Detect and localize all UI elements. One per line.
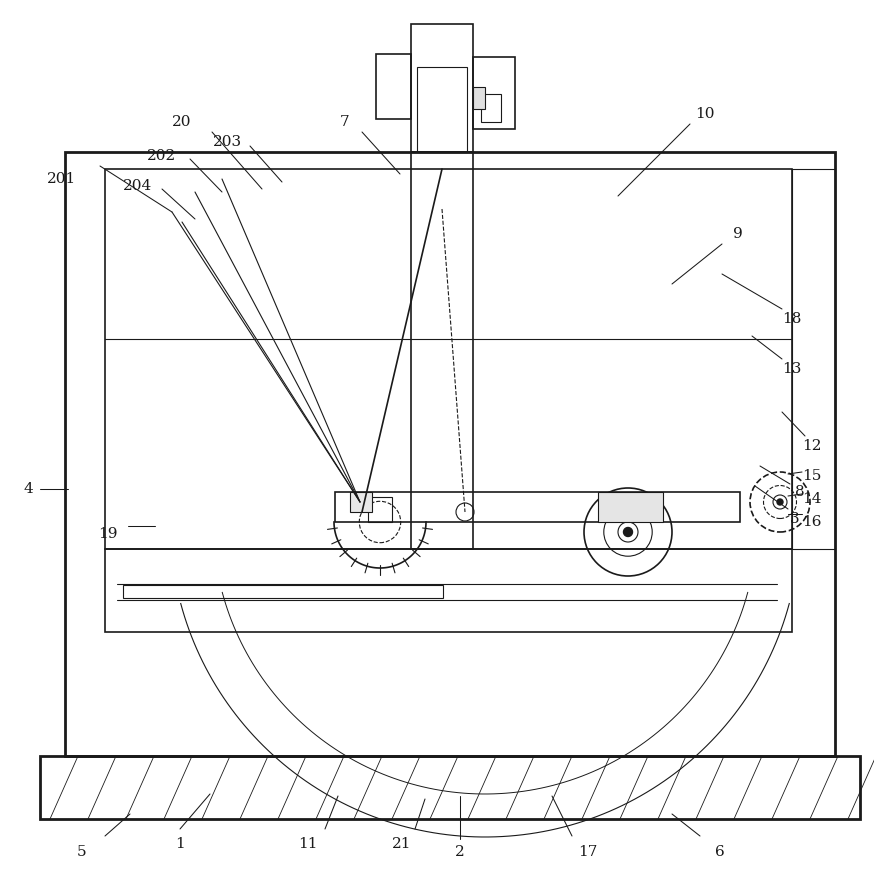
Text: 203: 203 (213, 135, 243, 149)
Text: 12: 12 (802, 439, 822, 453)
Bar (473, 87, 485, 109)
Text: 7: 7 (340, 115, 350, 129)
Bar (40, 756, 860, 819)
Text: 204: 204 (123, 179, 153, 193)
Bar (65, 152, 835, 756)
Bar (335, 492, 740, 522)
Text: 8: 8 (795, 485, 805, 499)
Text: 21: 21 (392, 837, 412, 851)
Bar (105, 169, 792, 549)
Bar (123, 585, 443, 598)
Text: 10: 10 (695, 107, 715, 121)
Text: 201: 201 (47, 172, 77, 186)
Text: 202: 202 (148, 149, 177, 163)
Bar (376, 54, 411, 119)
Text: 2: 2 (455, 845, 465, 859)
Text: 5: 5 (77, 845, 87, 859)
Bar (481, 94, 501, 122)
Bar (411, 152, 473, 549)
Text: 6: 6 (715, 845, 725, 859)
Text: 16: 16 (802, 515, 822, 529)
Bar (417, 67, 467, 152)
Circle shape (623, 528, 633, 537)
Text: 14: 14 (802, 492, 822, 506)
Bar (598, 492, 663, 522)
Text: 18: 18 (782, 312, 801, 326)
Text: 11: 11 (298, 837, 318, 851)
Text: 17: 17 (579, 845, 598, 859)
Circle shape (777, 499, 783, 505)
Text: 13: 13 (782, 362, 801, 376)
Text: 9: 9 (733, 227, 743, 241)
Bar (411, 24, 473, 152)
Text: 15: 15 (802, 469, 822, 483)
Bar (792, 169, 835, 549)
Text: 19: 19 (98, 527, 118, 541)
Text: 20: 20 (172, 115, 191, 129)
Text: 1: 1 (175, 837, 185, 851)
Bar (105, 549, 792, 632)
Text: 3: 3 (790, 512, 800, 526)
Bar (350, 492, 372, 512)
Text: 4: 4 (23, 482, 33, 496)
Bar (368, 497, 392, 522)
Bar (473, 57, 515, 129)
